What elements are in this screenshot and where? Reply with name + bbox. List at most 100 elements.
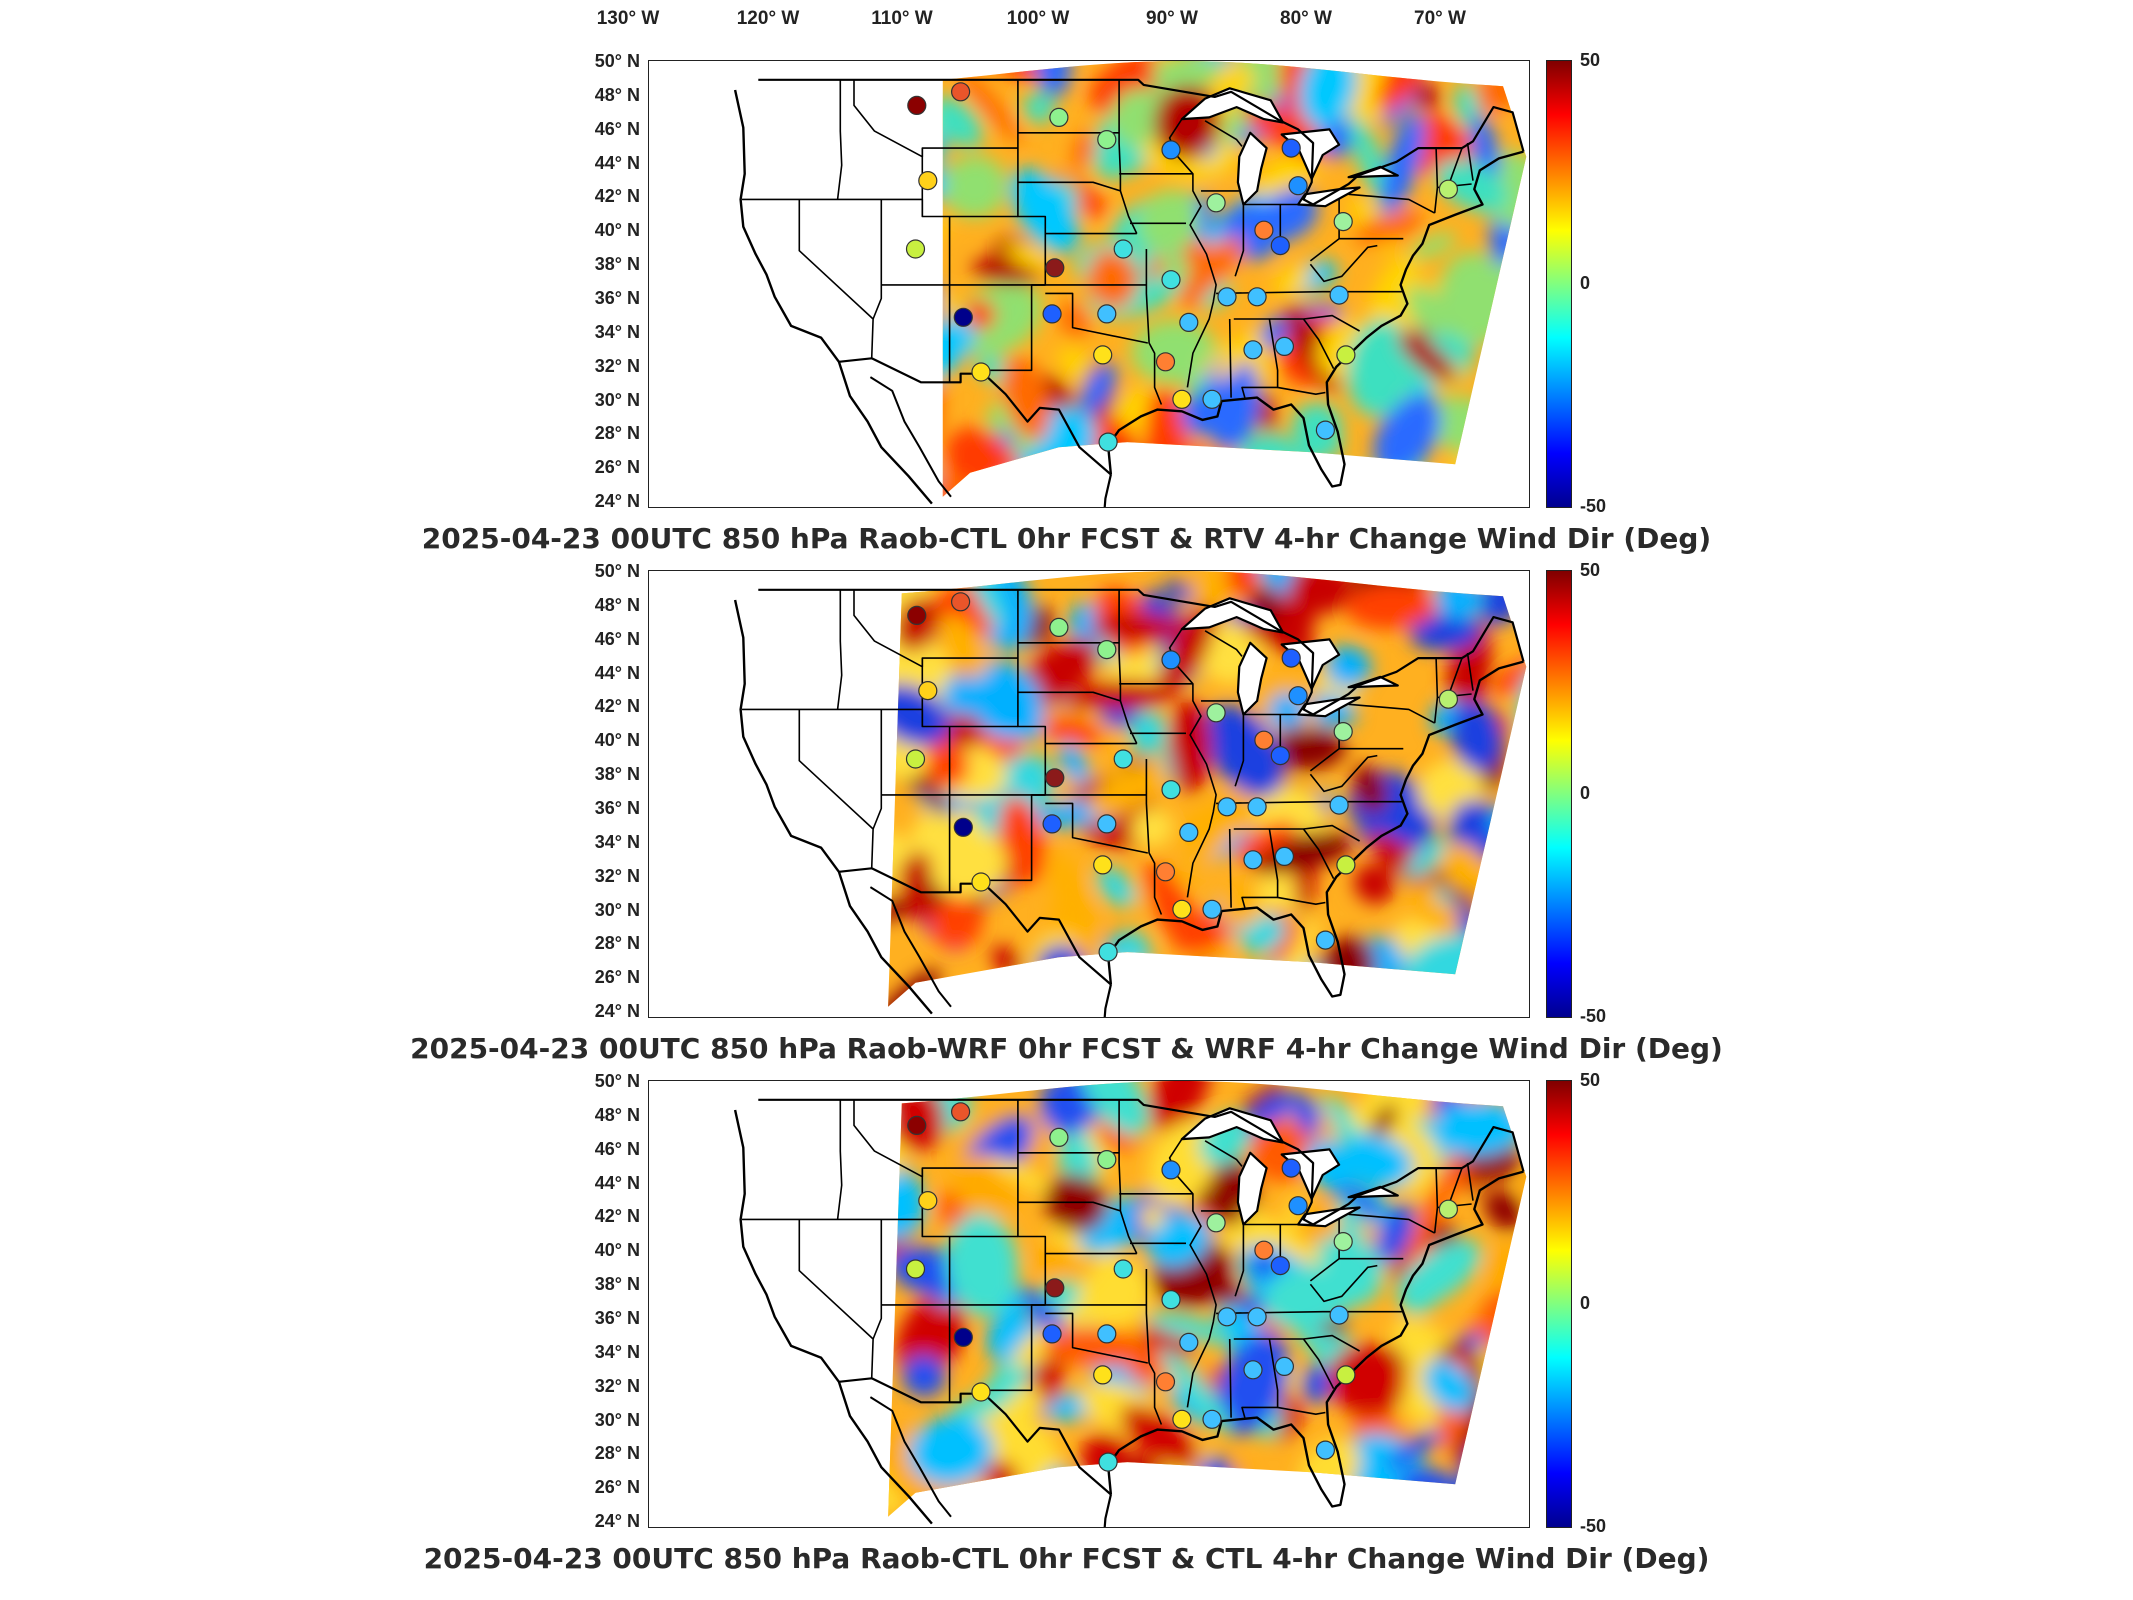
raob-station-marker [1217,287,1237,307]
panel-title: 2025-04-23 00UTC 850 hPa Raob-CTL 0hr FC… [421,522,1712,555]
state-boundary [836,79,843,200]
state-boundary [1466,142,1474,181]
lat-tick-label: 34° N [594,831,640,852]
raob-station-marker [1217,1307,1237,1327]
raob-station-marker [1254,1240,1274,1260]
baja-coastline [869,1396,952,1518]
state-boundary [1204,630,1243,657]
lat-tick-label: 28° N [594,423,640,444]
lat-tick-label: 28° N [594,1443,640,1464]
mexico-coastline [1103,474,1112,507]
state-boundary [1228,828,1232,908]
raob-station-marker [953,1327,973,1347]
raob-station-marker [1315,1440,1336,1460]
state-boundary [1228,1338,1232,1418]
raob-station-marker [1254,730,1274,750]
state-boundary [1204,1140,1243,1167]
state-boundary [1118,79,1138,234]
raob-station-marker [1336,345,1356,365]
map-canvas [733,1081,1527,1527]
lat-tick-label: 30° N [594,1409,640,1430]
raob-station-marker [1329,795,1349,815]
state-boundary [853,79,1018,158]
panel-title: 2025-04-23 00UTC 850 hPa Raob-CTL 0hr FC… [423,1542,1710,1575]
state-boundary [1302,318,1335,369]
mexico-coastline [1103,984,1112,1017]
raob-station-marker [1243,340,1263,360]
state-boundary [1466,1162,1474,1201]
colorbar-tick-label: -50 [1580,1516,1607,1536]
raob-station-marker [918,1190,938,1211]
lat-tick-label: 24° N [594,1001,640,1021]
lat-tick-label: 48° N [594,594,640,615]
raob-station-marker [1243,850,1263,870]
raob-station-marker [1113,239,1133,259]
lat-tick-label: 30° N [594,389,640,410]
raob-station-marker [1179,312,1199,332]
wind-direction-change-field [888,571,1527,1007]
state-boundary [1145,249,1163,405]
map-panel [648,570,1530,1018]
raob-station-marker [1270,1256,1290,1276]
raob-station-marker [907,605,927,626]
lat-tick-label: 50° N [594,51,640,71]
lat-tick-label: 32° N [594,865,640,886]
raob-station-marker [1288,176,1308,196]
lat-tick-label: 36° N [594,287,640,308]
raob-station-marker [1270,236,1290,256]
us-mexico-border [838,1377,1112,1496]
raob-station-marker [1202,389,1222,409]
atlantic-gulf-coastline [1106,660,1524,998]
us-canada-border [758,78,1525,206]
state-boundary [1145,759,1163,915]
raob-station-marker [1315,420,1336,440]
raob-station-marker [1333,1232,1353,1252]
raob-station-marker [1217,797,1237,817]
wind-direction-change-field [888,1081,1527,1517]
map-panel [648,60,1530,508]
raob-station-marker [1179,1332,1199,1352]
lon-tick-label: 120° W [736,8,800,29]
raob-station-marker [1179,822,1199,842]
lon-tick-label: 70° W [1414,8,1466,29]
raob-station-marker [1247,287,1267,307]
state-boundary [1234,202,1245,277]
raob-station-marker [971,362,991,382]
lat-tick-label: 40° N [594,730,640,751]
raob-station-marker [951,82,971,102]
raob-station-marker [1206,1213,1226,1233]
lat-tick-label: 42° N [594,1206,640,1227]
lat-tick-label: 38° N [594,764,640,785]
baja-coastline [869,886,952,1008]
lat-tick-label: 42° N [594,696,640,717]
lat-tick-label: 36° N [594,797,640,818]
state-boundary [1348,193,1436,214]
state-boundary [1302,1338,1335,1389]
lat-tick-label: 44° N [594,152,640,173]
state-boundary [872,709,883,830]
raob-station-marker [1243,1360,1263,1380]
lat-tick-label: 30° N [594,899,640,920]
raob-station-marker [1098,432,1118,452]
colorbar [1546,570,1572,1018]
raob-station-marker [1202,1409,1222,1429]
state-boundary [1017,691,1121,702]
map-panel [648,1080,1530,1528]
colorbar [1546,1080,1572,1528]
us-canada-border [758,1098,1525,1226]
state-boundary [1309,754,1378,793]
raob-station-marker [905,749,926,769]
colorbar-tick-label: 0 [1580,1293,1591,1313]
pacific-coastline [733,1109,933,1525]
state-boundary [1447,1167,1463,1206]
state-boundary [1045,802,1148,854]
raob-station-marker [1247,797,1267,817]
raob-station-marker [1172,899,1192,919]
state-boundary [836,589,843,710]
raob-station-marker [1247,1307,1267,1327]
pacific-coastline [733,89,933,505]
raob-station-marker [1281,138,1301,158]
state-boundary [1017,181,1121,192]
lat-tick-label: 24° N [594,1511,640,1531]
raob-station-marker [1172,389,1192,409]
